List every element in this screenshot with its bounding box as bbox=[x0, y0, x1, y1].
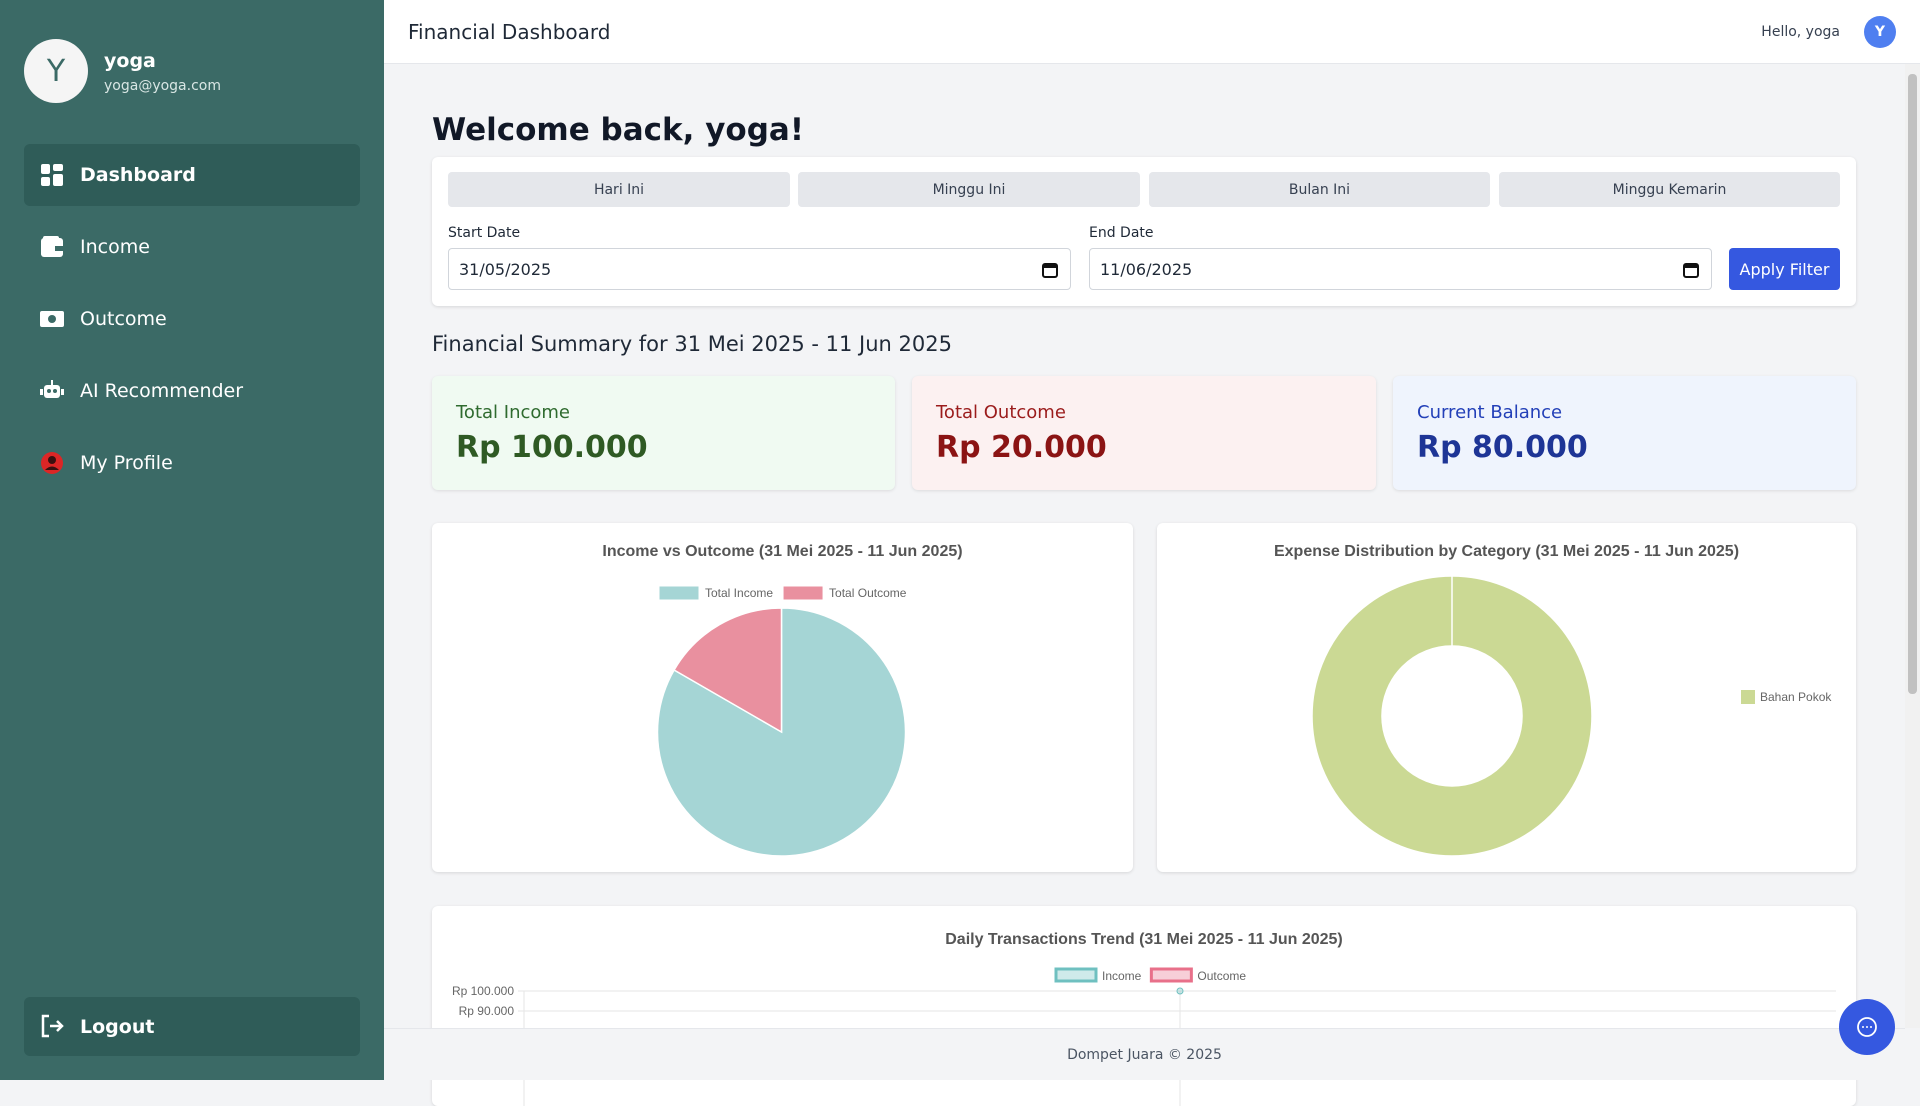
nav-label: Logout bbox=[80, 1015, 155, 1038]
nav-label: My Profile bbox=[80, 452, 173, 474]
summary-title: Financial Summary for 31 Mei 2025 - 11 J… bbox=[432, 332, 952, 356]
logout-button[interactable]: Logout bbox=[24, 997, 360, 1056]
nav-label: AI Recommender bbox=[80, 380, 244, 402]
quick-filter[interactable]: Minggu Kemarin bbox=[1499, 172, 1840, 207]
nav-item[interactable]: My Profile bbox=[24, 432, 360, 494]
quick-filter[interactable]: Bulan Ini bbox=[1149, 172, 1490, 207]
nav-item[interactable]: Outcome bbox=[24, 288, 360, 350]
slice bbox=[673, 607, 783, 734]
nav-label: Outcome bbox=[80, 308, 167, 330]
user-email: yoga@yoga.com bbox=[104, 78, 221, 94]
summary-card: Total Outcome Rp 20.000 bbox=[912, 376, 1376, 490]
legend-swatch bbox=[658, 585, 700, 601]
legend-label: Total Income bbox=[705, 586, 773, 600]
legend-label: Income bbox=[1102, 969, 1142, 983]
card-label: Current Balance bbox=[1417, 402, 1563, 423]
card-label: Total Outcome bbox=[936, 402, 1066, 423]
start-date-input[interactable]: 31/05/2025 bbox=[448, 248, 1071, 290]
apply-button[interactable]: Apply Filter bbox=[1729, 248, 1840, 290]
end-date-input[interactable]: 11/06/2025 bbox=[1089, 248, 1712, 290]
sidebar: Y yoga yoga@yoga.com Dashboard Income Ou… bbox=[0, 0, 384, 1080]
pie-chart: Income vs Outcome (31 Mei 2025 - 11 Jun … bbox=[432, 523, 1133, 872]
card-value: Rp 80.000 bbox=[1417, 430, 1588, 465]
card-value: Rp 100.000 bbox=[456, 430, 648, 465]
chart-title: Expense Distribution by Category (31 Mei… bbox=[1274, 543, 1739, 560]
user-avatar: Y bbox=[24, 39, 88, 103]
user-name: yoga bbox=[104, 50, 156, 72]
nav-item[interactable]: Income bbox=[24, 216, 360, 278]
legend-label: Outcome bbox=[1197, 969, 1246, 983]
input-value: 11/06/2025 bbox=[1100, 259, 1193, 279]
header: Financial Dashboard Hello, yoga Y bbox=[384, 0, 1920, 64]
legend-swatch bbox=[1149, 967, 1193, 983]
icon bbox=[40, 311, 64, 327]
point bbox=[1176, 987, 1184, 995]
end-label: End Date bbox=[1089, 225, 1154, 241]
legend-label: Total Outcome bbox=[829, 586, 907, 600]
calendar-icon bbox=[1683, 263, 1699, 278]
start-label: Start Date bbox=[448, 225, 521, 241]
header-title: Financial Dashboard bbox=[408, 20, 611, 44]
scroll-thumb[interactable] bbox=[1908, 74, 1917, 694]
legend-swatch bbox=[1054, 967, 1098, 983]
chart-title: Income vs Outcome (31 Mei 2025 - 11 Jun … bbox=[602, 543, 962, 560]
icon bbox=[41, 1014, 64, 1038]
welcome-heading: Welcome back, yoga! bbox=[432, 112, 804, 148]
chart-title: Daily Transactions Trend (31 Mei 2025 - … bbox=[945, 931, 1343, 948]
card-value: Rp 20.000 bbox=[936, 430, 1107, 465]
summary-card: Total Income Rp 100.000 bbox=[432, 376, 895, 490]
icon bbox=[41, 164, 63, 186]
slice bbox=[1311, 575, 1593, 857]
input-value: 31/05/2025 bbox=[459, 259, 552, 279]
greeting: Hello, yoga bbox=[1761, 24, 1840, 40]
icon bbox=[41, 452, 63, 474]
scrollbar[interactable] bbox=[1905, 64, 1920, 1028]
legend-swatch bbox=[782, 585, 824, 601]
nav-item[interactable]: AI Recommender bbox=[24, 360, 360, 422]
summary-card: Current Balance Rp 80.000 bbox=[1393, 376, 1856, 490]
icon bbox=[41, 236, 63, 257]
chat-button[interactable] bbox=[1839, 999, 1895, 1055]
y-tick-label: Rp 90.000 bbox=[459, 1004, 515, 1018]
nav-label: Dashboard bbox=[80, 164, 196, 186]
card-label: Total Income bbox=[456, 402, 570, 423]
calendar-icon bbox=[1042, 263, 1058, 278]
quick-filter[interactable]: Minggu Ini bbox=[798, 172, 1140, 207]
doughnut-chart: Expense Distribution by Category (31 Mei… bbox=[1157, 523, 1856, 872]
legend-swatch bbox=[1741, 690, 1755, 704]
legend-label: Bahan Pokok bbox=[1760, 690, 1832, 704]
footer-text: Dompet Juara © 2025 bbox=[1067, 1046, 1222, 1063]
header-avatar[interactable]: Y bbox=[1864, 16, 1896, 48]
y-tick-label: Rp 100.000 bbox=[452, 984, 514, 998]
icon bbox=[40, 380, 64, 398]
quick-filter[interactable]: Hari Ini bbox=[448, 172, 790, 207]
nav-item[interactable]: Dashboard bbox=[24, 144, 360, 206]
nav-label: Income bbox=[80, 236, 150, 258]
footer: Dompet Juara © 2025 bbox=[384, 1028, 1905, 1080]
chat-icon bbox=[1857, 1017, 1877, 1037]
